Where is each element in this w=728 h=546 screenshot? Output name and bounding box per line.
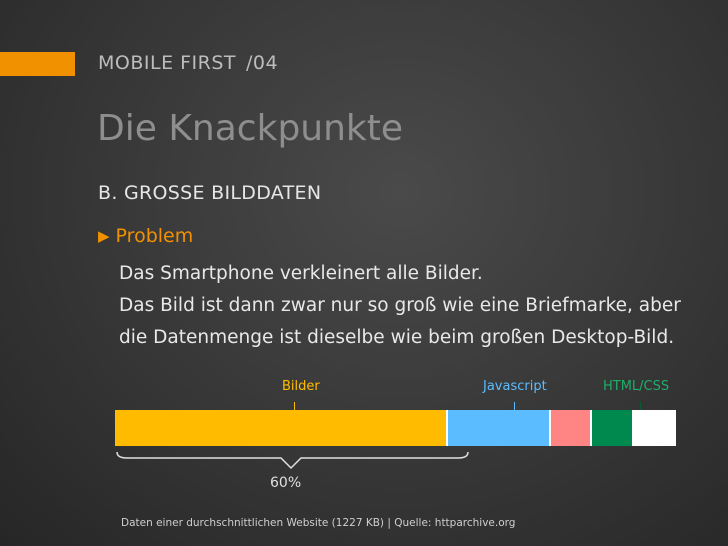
label-html-css: HTML/CSS bbox=[603, 379, 670, 394]
bullet-problem: ▶ Problem bbox=[98, 225, 193, 247]
bullet-label: Problem bbox=[115, 225, 194, 247]
body-line-2: Das Bild ist dann zwar nur so groß wie e… bbox=[119, 295, 681, 316]
accent-bar bbox=[0, 52, 75, 76]
slide-title: Die Knackpunkte bbox=[97, 108, 404, 149]
section-label: MOBILE FIRST/04 bbox=[98, 52, 278, 74]
bar-segment-other bbox=[550, 410, 593, 446]
label-javascript: Javascript bbox=[483, 379, 547, 394]
bar-segment-bilder bbox=[115, 410, 448, 446]
triangle-right-icon: ▶ bbox=[98, 227, 110, 245]
stacked-bar bbox=[115, 410, 676, 446]
subheading: B. GROSSE BILDDATEN bbox=[98, 182, 322, 204]
source-note: Daten einer durchschnittlichen Website (… bbox=[121, 517, 516, 529]
body-text: Das Smartphone verkleinert alle Bilder. … bbox=[119, 258, 681, 354]
body-line-3: die Datenmenge ist dieselbe wie beim gro… bbox=[119, 327, 675, 348]
body-line-1: Das Smartphone verkleinert alle Bilder. bbox=[119, 263, 483, 284]
bar-segment-javascript bbox=[448, 410, 551, 446]
section-name: MOBILE FIRST bbox=[98, 52, 237, 74]
bar-segment-html-css bbox=[592, 410, 634, 446]
section-number: /04 bbox=[246, 52, 279, 74]
brace-60-percent bbox=[116, 451, 469, 470]
label-bilder: Bilder bbox=[282, 379, 320, 394]
percent-label: 60% bbox=[270, 475, 302, 491]
